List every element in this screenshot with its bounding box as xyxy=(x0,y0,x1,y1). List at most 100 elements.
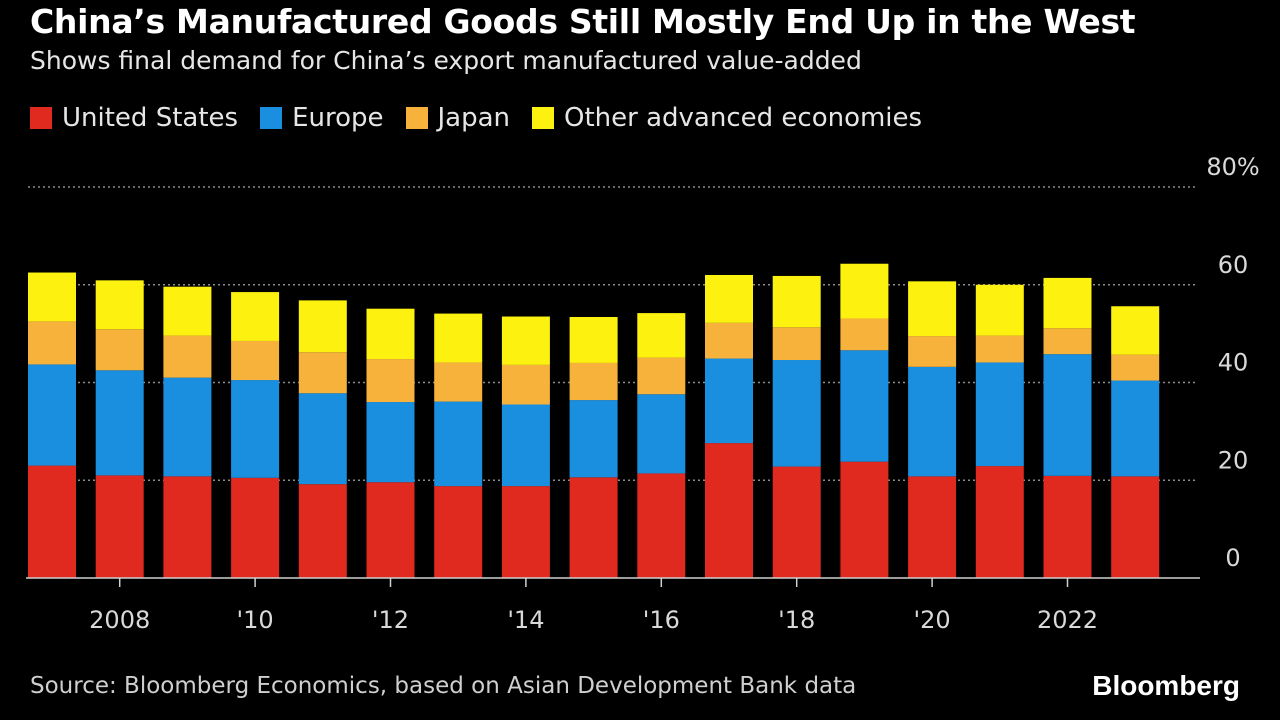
bar-2009-japan xyxy=(163,335,212,378)
bloomberg-logo: Bloomberg xyxy=(1092,670,1240,701)
bar-2022-united-states xyxy=(1043,475,1092,578)
source-note: Source: Bloomberg Economics, based on As… xyxy=(30,673,857,699)
legend-item-europe: Europe xyxy=(260,103,384,133)
bar-2014-japan xyxy=(501,364,550,405)
y-tick-label-0: 0 xyxy=(1225,544,1240,572)
bar-2012-united-states xyxy=(366,482,415,578)
x-tick-label-2008: 2008 xyxy=(89,606,150,634)
bar-2010-europe xyxy=(231,380,280,478)
bar-2023-united-states xyxy=(1111,476,1160,578)
bar-2008-other-advanced-economies xyxy=(95,280,144,330)
legend-swatch-other-advanced-economies xyxy=(532,107,555,129)
bar-2010-japan xyxy=(231,340,280,381)
bar-2017-other-advanced-economies xyxy=(705,274,753,323)
x-tick-label-'18: '18 xyxy=(778,606,815,634)
bar-2020-united-states xyxy=(908,476,957,578)
bar-2023-other-advanced-economies xyxy=(1111,306,1160,355)
bar-2019-europe xyxy=(840,350,889,462)
bar-2020-japan xyxy=(908,336,957,367)
bar-2019-japan xyxy=(840,318,889,351)
bar-2015-other-advanced-economies xyxy=(569,317,618,363)
bar-2014-other-advanced-economies xyxy=(501,316,550,365)
bar-2021-united-states xyxy=(975,466,1024,578)
legend-swatch-europe xyxy=(260,107,283,129)
bar-2007-other-advanced-economies xyxy=(28,272,76,322)
y-tick-label-60: 60 xyxy=(1218,251,1249,279)
x-tick-label-'20: '20 xyxy=(914,606,951,634)
bar-2012-japan xyxy=(366,359,415,403)
bar-2022-other-advanced-economies xyxy=(1043,277,1092,329)
bar-2008-europe xyxy=(95,370,144,476)
legend-label-europe: Europe xyxy=(292,103,384,133)
bar-2015-united-states xyxy=(569,477,618,578)
x-tick-label-'10: '10 xyxy=(237,606,274,634)
bar-2015-japan xyxy=(569,362,618,401)
bar-2020-other-advanced-economies xyxy=(908,281,957,337)
x-tick-label-'12: '12 xyxy=(372,606,409,634)
bar-2009-other-advanced-economies xyxy=(163,286,212,336)
bar-2022-japan xyxy=(1043,328,1092,355)
chart-title: China’s Manufactured Goods Still Mostly … xyxy=(30,2,1136,41)
x-tick-label-'16: '16 xyxy=(643,606,680,634)
legend-label-japan: Japan xyxy=(437,103,511,133)
x-tick-label-'14: '14 xyxy=(507,606,544,634)
chart-subtitle: Shows final demand for China’s export ma… xyxy=(30,46,862,75)
bar-2014-united-states xyxy=(501,486,550,578)
bar-2013-other-advanced-economies xyxy=(434,313,483,363)
bar-2018-other-advanced-economies xyxy=(772,275,821,328)
bar-2011-other-advanced-economies xyxy=(298,300,347,353)
legend-swatch-united-states xyxy=(30,107,52,129)
bar-2021-europe xyxy=(975,362,1024,467)
bar-2013-united-states xyxy=(434,486,483,578)
bar-2018-japan xyxy=(772,327,821,361)
bar-2016-united-states xyxy=(637,473,686,578)
legend-item-united-states: United States xyxy=(30,103,238,133)
x-axis xyxy=(26,577,1200,587)
bar-2007-europe xyxy=(28,364,76,466)
bar-2017-united-states xyxy=(705,443,753,578)
legend-label-other-advanced-economies: Other advanced economies xyxy=(564,103,923,133)
bar-2008-united-states xyxy=(95,475,144,578)
bar-2018-united-states xyxy=(772,466,821,578)
bar-2017-europe xyxy=(705,358,753,444)
bar-2017-japan xyxy=(705,322,753,359)
bar-2011-europe xyxy=(298,393,347,485)
x-tick-label-2022: 2022 xyxy=(1037,606,1098,634)
bar-2007-united-states xyxy=(28,465,76,578)
bar-2009-united-states xyxy=(163,476,212,578)
bar-2023-japan xyxy=(1111,354,1160,381)
legend: United States Europe Japan Other advance… xyxy=(30,103,944,133)
bar-2016-japan xyxy=(637,357,686,395)
legend-label-united-states: United States xyxy=(62,103,239,133)
bar-2011-japan xyxy=(298,352,347,394)
bar-2019-united-states xyxy=(840,461,889,578)
legend-item-other-advanced-economies: Other advanced economies xyxy=(532,103,922,133)
bar-2021-other-advanced-economies xyxy=(975,284,1024,336)
bar-2013-europe xyxy=(434,401,483,487)
bar-2014-europe xyxy=(501,404,550,487)
bar-2018-europe xyxy=(772,360,821,467)
legend-item-japan: Japan xyxy=(405,103,511,133)
bar-2010-other-advanced-economies xyxy=(231,292,280,341)
bar-2022-europe xyxy=(1043,354,1092,476)
bar-2013-japan xyxy=(434,362,483,402)
bar-2016-other-advanced-economies xyxy=(637,313,686,358)
bar-2012-europe xyxy=(366,402,415,483)
bar-2011-united-states xyxy=(298,484,347,578)
tick-labels: 0 20 40 60 80% 2008 '10 '12 '14 '16 '18 '20 2022 xyxy=(89,153,1260,634)
bar-2016-europe xyxy=(637,394,686,474)
bar-2023-europe xyxy=(1111,380,1160,477)
y-tick-label-20: 20 xyxy=(1218,446,1249,474)
bars xyxy=(28,263,1160,578)
y-tick-label-80: 80% xyxy=(1206,153,1259,181)
bar-2007-japan xyxy=(28,321,76,365)
bar-2009-europe xyxy=(163,377,212,477)
bar-2019-other-advanced-economies xyxy=(840,263,889,319)
bar-2012-other-advanced-economies xyxy=(366,308,415,360)
bar-2021-japan xyxy=(975,335,1024,363)
bar-2010-united-states xyxy=(231,477,280,578)
bar-2008-japan xyxy=(95,329,144,371)
bar-2015-europe xyxy=(569,400,618,478)
bar-2020-europe xyxy=(908,366,957,477)
